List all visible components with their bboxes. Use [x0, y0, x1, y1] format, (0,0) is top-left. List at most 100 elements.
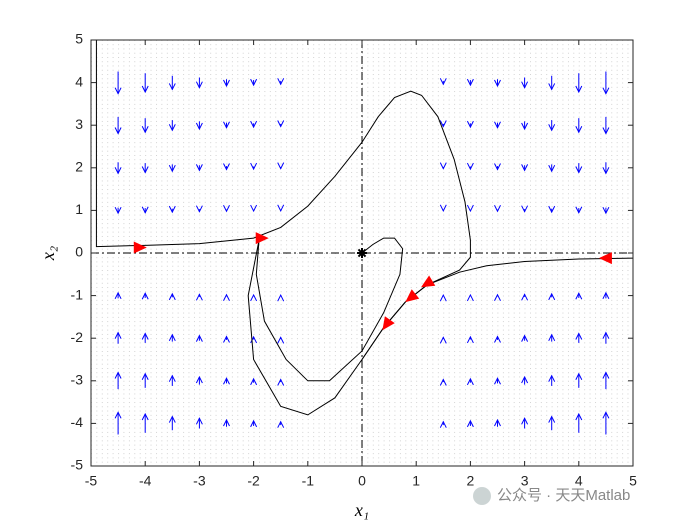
quiver-arrow	[521, 334, 529, 342]
quiver-head	[168, 164, 176, 173]
quiver-head	[521, 164, 529, 172]
quiver-arrow	[602, 206, 610, 215]
direction-arrow	[255, 232, 269, 245]
y-tick-label: -5	[71, 457, 84, 473]
quiver-head	[494, 377, 501, 385]
quiver-arrow	[575, 332, 583, 343]
quiver-head	[494, 418, 501, 427]
quiver-head	[114, 331, 122, 339]
y-tick-label: 0	[75, 244, 83, 260]
quiver-head	[602, 127, 610, 135]
quiver-arrow	[521, 417, 529, 429]
quiver-arrow	[494, 163, 501, 171]
quiver-head	[277, 204, 285, 212]
quiver-arrow	[466, 293, 474, 302]
direction-arrow	[598, 252, 612, 265]
quiver-head	[277, 78, 285, 86]
quiver-head	[602, 371, 610, 379]
quiver-head	[168, 333, 176, 342]
quiver-head	[168, 205, 176, 214]
quiver-arrow	[494, 418, 501, 427]
quiver-head	[195, 164, 203, 172]
quiver-head	[168, 124, 176, 132]
quiver-arrow	[521, 375, 529, 385]
quiver-head	[466, 78, 474, 87]
quiver-head	[575, 372, 583, 380]
quiver-head	[548, 83, 556, 91]
quiver-arrow	[141, 292, 149, 300]
quiver-arrow	[602, 331, 610, 344]
quiver-head	[277, 378, 285, 386]
y-tick-label: 2	[75, 159, 83, 175]
quiver-head	[439, 78, 447, 86]
quiver-arrow	[195, 293, 203, 301]
quiver-arrow	[195, 77, 203, 89]
quiver-arrow	[223, 79, 230, 88]
quiver-arrow	[494, 293, 501, 301]
quiver-head	[141, 206, 149, 214]
quiver-head	[439, 294, 447, 302]
y-tick-label: -4	[71, 414, 84, 430]
direction-arrow	[405, 289, 420, 303]
quiver-arrow	[494, 121, 501, 129]
quiver-arrow	[602, 162, 610, 175]
quiver-head	[466, 162, 474, 171]
quiver-arrow	[168, 415, 176, 431]
quiver-arrow	[548, 205, 556, 214]
quiver-arrow	[439, 120, 447, 128]
quiver-arrow	[439, 420, 447, 428]
quiver-arrow	[168, 120, 176, 132]
quiver-head	[466, 419, 474, 428]
quiver-head	[494, 293, 501, 301]
quiver-arrow	[223, 418, 230, 427]
quiver-arrow	[141, 332, 149, 343]
equilibrium-stroke	[357, 248, 367, 258]
quiver-arrow	[521, 205, 529, 213]
quiver-arrow	[168, 333, 176, 342]
quiver-arrow	[466, 120, 474, 129]
x-tick-label: 1	[412, 473, 420, 489]
quiver-arrow	[466, 419, 474, 428]
quiver-arrow	[575, 372, 583, 388]
quiver-head	[141, 166, 149, 174]
direction-arrow	[133, 241, 147, 254]
quiver-head	[141, 412, 149, 421]
x-tick-label: 2	[467, 473, 475, 489]
quiver-head	[195, 81, 203, 89]
quiver-arrow	[141, 206, 149, 214]
quiver-arrow	[439, 162, 447, 170]
quiver-arrow	[548, 415, 556, 431]
quiver-arrow	[439, 378, 447, 386]
quiver-head	[548, 124, 556, 132]
quiver-head	[250, 377, 258, 386]
x-tick-label: -1	[302, 473, 315, 489]
equilibrium	[357, 248, 367, 258]
quiver-arrow	[575, 206, 583, 214]
quiver-arrow	[195, 205, 203, 213]
quiver-arrow	[466, 78, 474, 87]
quiver-arrow	[521, 121, 529, 131]
quiver-head	[575, 292, 583, 300]
quiver-head	[439, 120, 447, 128]
quiver-head	[141, 372, 149, 380]
quiver-head	[548, 205, 556, 214]
quiver-arrow	[250, 120, 258, 129]
quiver-head	[548, 164, 556, 173]
quiver-arrow	[114, 371, 122, 390]
quiver-arrow	[548, 120, 556, 132]
quiver-arrow	[466, 335, 474, 344]
quiver-head	[521, 122, 529, 131]
quiver-arrow	[575, 412, 583, 433]
quiver-arrow	[114, 206, 122, 215]
quiver-head	[602, 206, 610, 215]
quiver-arrow	[439, 204, 447, 212]
quiver-arrow	[277, 120, 285, 128]
quiver-arrow	[141, 118, 149, 134]
quiver-arrow	[521, 164, 529, 172]
quiver-arrow	[168, 164, 176, 173]
quiver-head	[223, 121, 230, 129]
quiver-arrow	[466, 377, 474, 386]
x-tick-label: -2	[247, 473, 260, 489]
y-axis-label: x₂	[38, 246, 58, 261]
